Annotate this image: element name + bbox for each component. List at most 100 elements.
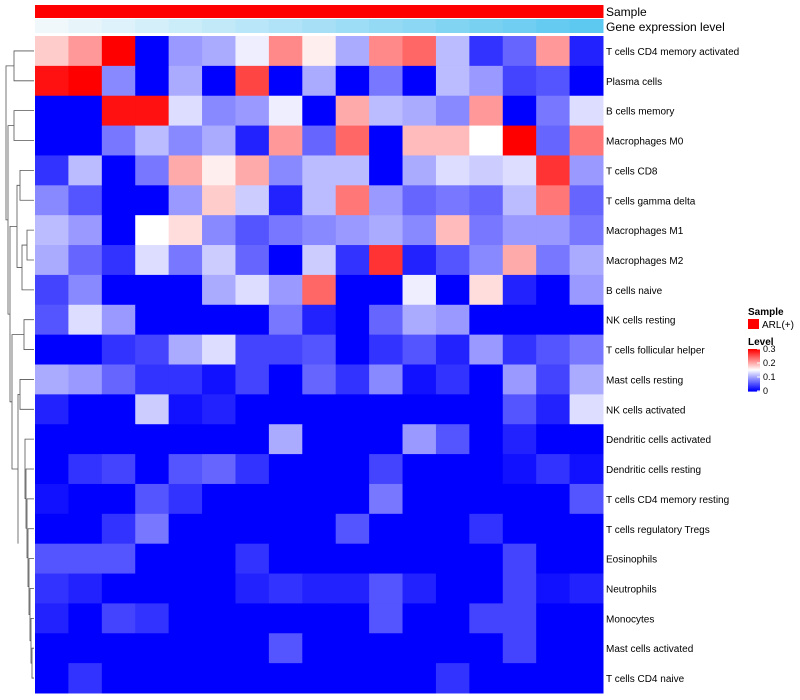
heatmap-cell bbox=[101, 95, 136, 127]
heatmap-cell bbox=[135, 513, 170, 545]
heatmap-cell bbox=[502, 543, 537, 575]
heatmap-cell bbox=[268, 155, 303, 186]
heatmap-cell bbox=[502, 454, 537, 485]
heatmap-cell bbox=[268, 633, 303, 664]
sample-annotation-cell bbox=[469, 5, 504, 18]
heatmap-cell bbox=[569, 543, 604, 575]
heatmap-cell bbox=[335, 633, 370, 664]
heatmap-cell bbox=[235, 364, 270, 395]
heatmap-cell bbox=[335, 245, 370, 276]
heatmap-cell bbox=[569, 155, 604, 186]
heatmap-cell bbox=[569, 424, 604, 455]
row-label: T cells regulatory Tregs bbox=[606, 525, 710, 536]
heatmap-cell bbox=[302, 215, 337, 246]
heatmap-cell bbox=[335, 125, 370, 156]
heatmap-cell bbox=[335, 155, 370, 186]
heatmap-cell bbox=[101, 185, 136, 216]
heatmap-cell bbox=[402, 573, 437, 604]
heatmap-cell bbox=[168, 633, 203, 664]
heatmap-cell bbox=[369, 424, 404, 455]
heatmap-cell bbox=[302, 633, 337, 664]
gene-expression-annotation-cell bbox=[435, 19, 470, 33]
heatmap-cell bbox=[235, 543, 270, 575]
heatmap-cell bbox=[335, 663, 370, 694]
heatmap-cell bbox=[68, 215, 103, 246]
legend-gradient-step bbox=[748, 387, 760, 390]
legend-gradient-step bbox=[748, 351, 760, 353]
heatmap-cell bbox=[235, 274, 270, 306]
heatmap-cell bbox=[202, 603, 236, 634]
sample-annotation-cell bbox=[302, 5, 337, 18]
gene-expression-annotation-cell bbox=[502, 19, 537, 33]
heatmap-cell bbox=[402, 125, 437, 156]
dendrogram-branch bbox=[19, 169, 34, 201]
heatmap-cell bbox=[502, 36, 537, 67]
heatmap-cell bbox=[235, 36, 270, 67]
heatmap-cell bbox=[168, 36, 203, 67]
heatmap-cell bbox=[68, 36, 103, 67]
heatmap-cell bbox=[469, 215, 504, 246]
heatmap-cell bbox=[502, 483, 537, 515]
heatmap-cell bbox=[536, 394, 571, 425]
heatmap-cell bbox=[202, 185, 236, 216]
legend-gradient-step bbox=[748, 374, 760, 376]
dendrogram-branch bbox=[23, 319, 34, 350]
heatmap-cell bbox=[202, 95, 236, 127]
heatmap-cell bbox=[435, 95, 470, 127]
heatmap-cell bbox=[536, 364, 571, 395]
heatmap-cell bbox=[302, 364, 337, 395]
heatmap-cell bbox=[68, 334, 103, 365]
heatmap-cell bbox=[101, 543, 136, 575]
heatmap-cell bbox=[268, 245, 303, 276]
heatmap-cell bbox=[101, 394, 136, 425]
heatmap-cell bbox=[369, 95, 404, 127]
row-dendrogram bbox=[5, 50, 34, 679]
heatmap-cell bbox=[302, 663, 337, 694]
sample-annotation-cell bbox=[35, 5, 69, 18]
legend-tick-label: 0.1 bbox=[763, 372, 776, 382]
heatmap-cell bbox=[168, 274, 203, 306]
heatmap-cell bbox=[202, 513, 236, 545]
heatmap-cell bbox=[536, 65, 571, 97]
heatmap-cell bbox=[569, 65, 604, 97]
heatmap-cell bbox=[369, 36, 404, 67]
legend-gradient-step bbox=[748, 389, 760, 392]
heatmap-cell bbox=[369, 573, 404, 604]
heatmap-cell bbox=[536, 424, 571, 455]
heatmap-cell bbox=[35, 454, 69, 485]
heatmap-cell bbox=[68, 95, 103, 127]
heatmap-cell bbox=[402, 334, 437, 365]
heatmap-cell bbox=[435, 454, 470, 485]
legend-gradient-step bbox=[748, 378, 760, 381]
heatmap-cell bbox=[135, 215, 170, 246]
heatmap-cell bbox=[536, 454, 571, 485]
heatmap-cell bbox=[68, 155, 103, 186]
heatmap-cell bbox=[202, 454, 236, 485]
heatmap-cell bbox=[536, 633, 571, 664]
heatmap-cell bbox=[135, 633, 170, 664]
gene-expression-annotation-cell bbox=[268, 19, 303, 33]
heatmap-cell bbox=[202, 155, 236, 186]
heatmap-cell bbox=[402, 543, 437, 575]
legend-gradient-step bbox=[748, 360, 760, 363]
heatmap-cell bbox=[268, 513, 303, 545]
sample-annotation-cell bbox=[435, 5, 470, 18]
heatmap-cells bbox=[35, 36, 604, 694]
sample-annotation-cell bbox=[202, 5, 236, 18]
heatmap-cell bbox=[569, 663, 604, 694]
heatmap-cell bbox=[235, 125, 270, 156]
sample-annotation-cell bbox=[402, 5, 437, 18]
heatmap-cell bbox=[302, 483, 337, 515]
heatmap-cell bbox=[335, 543, 370, 575]
heatmap-cell bbox=[235, 95, 270, 127]
heatmap-cell bbox=[469, 95, 504, 127]
gene-expression-annotation-cell bbox=[68, 19, 103, 33]
heatmap-cell bbox=[101, 454, 136, 485]
heatmap-cell bbox=[402, 483, 437, 515]
heatmap-cell bbox=[135, 394, 170, 425]
heatmap-cell bbox=[168, 185, 203, 216]
heatmap-cell bbox=[536, 155, 571, 186]
legend-tick-label: 0.2 bbox=[763, 358, 776, 368]
heatmap-cell bbox=[469, 125, 504, 156]
gene-expression-annotation-cell bbox=[135, 19, 170, 33]
